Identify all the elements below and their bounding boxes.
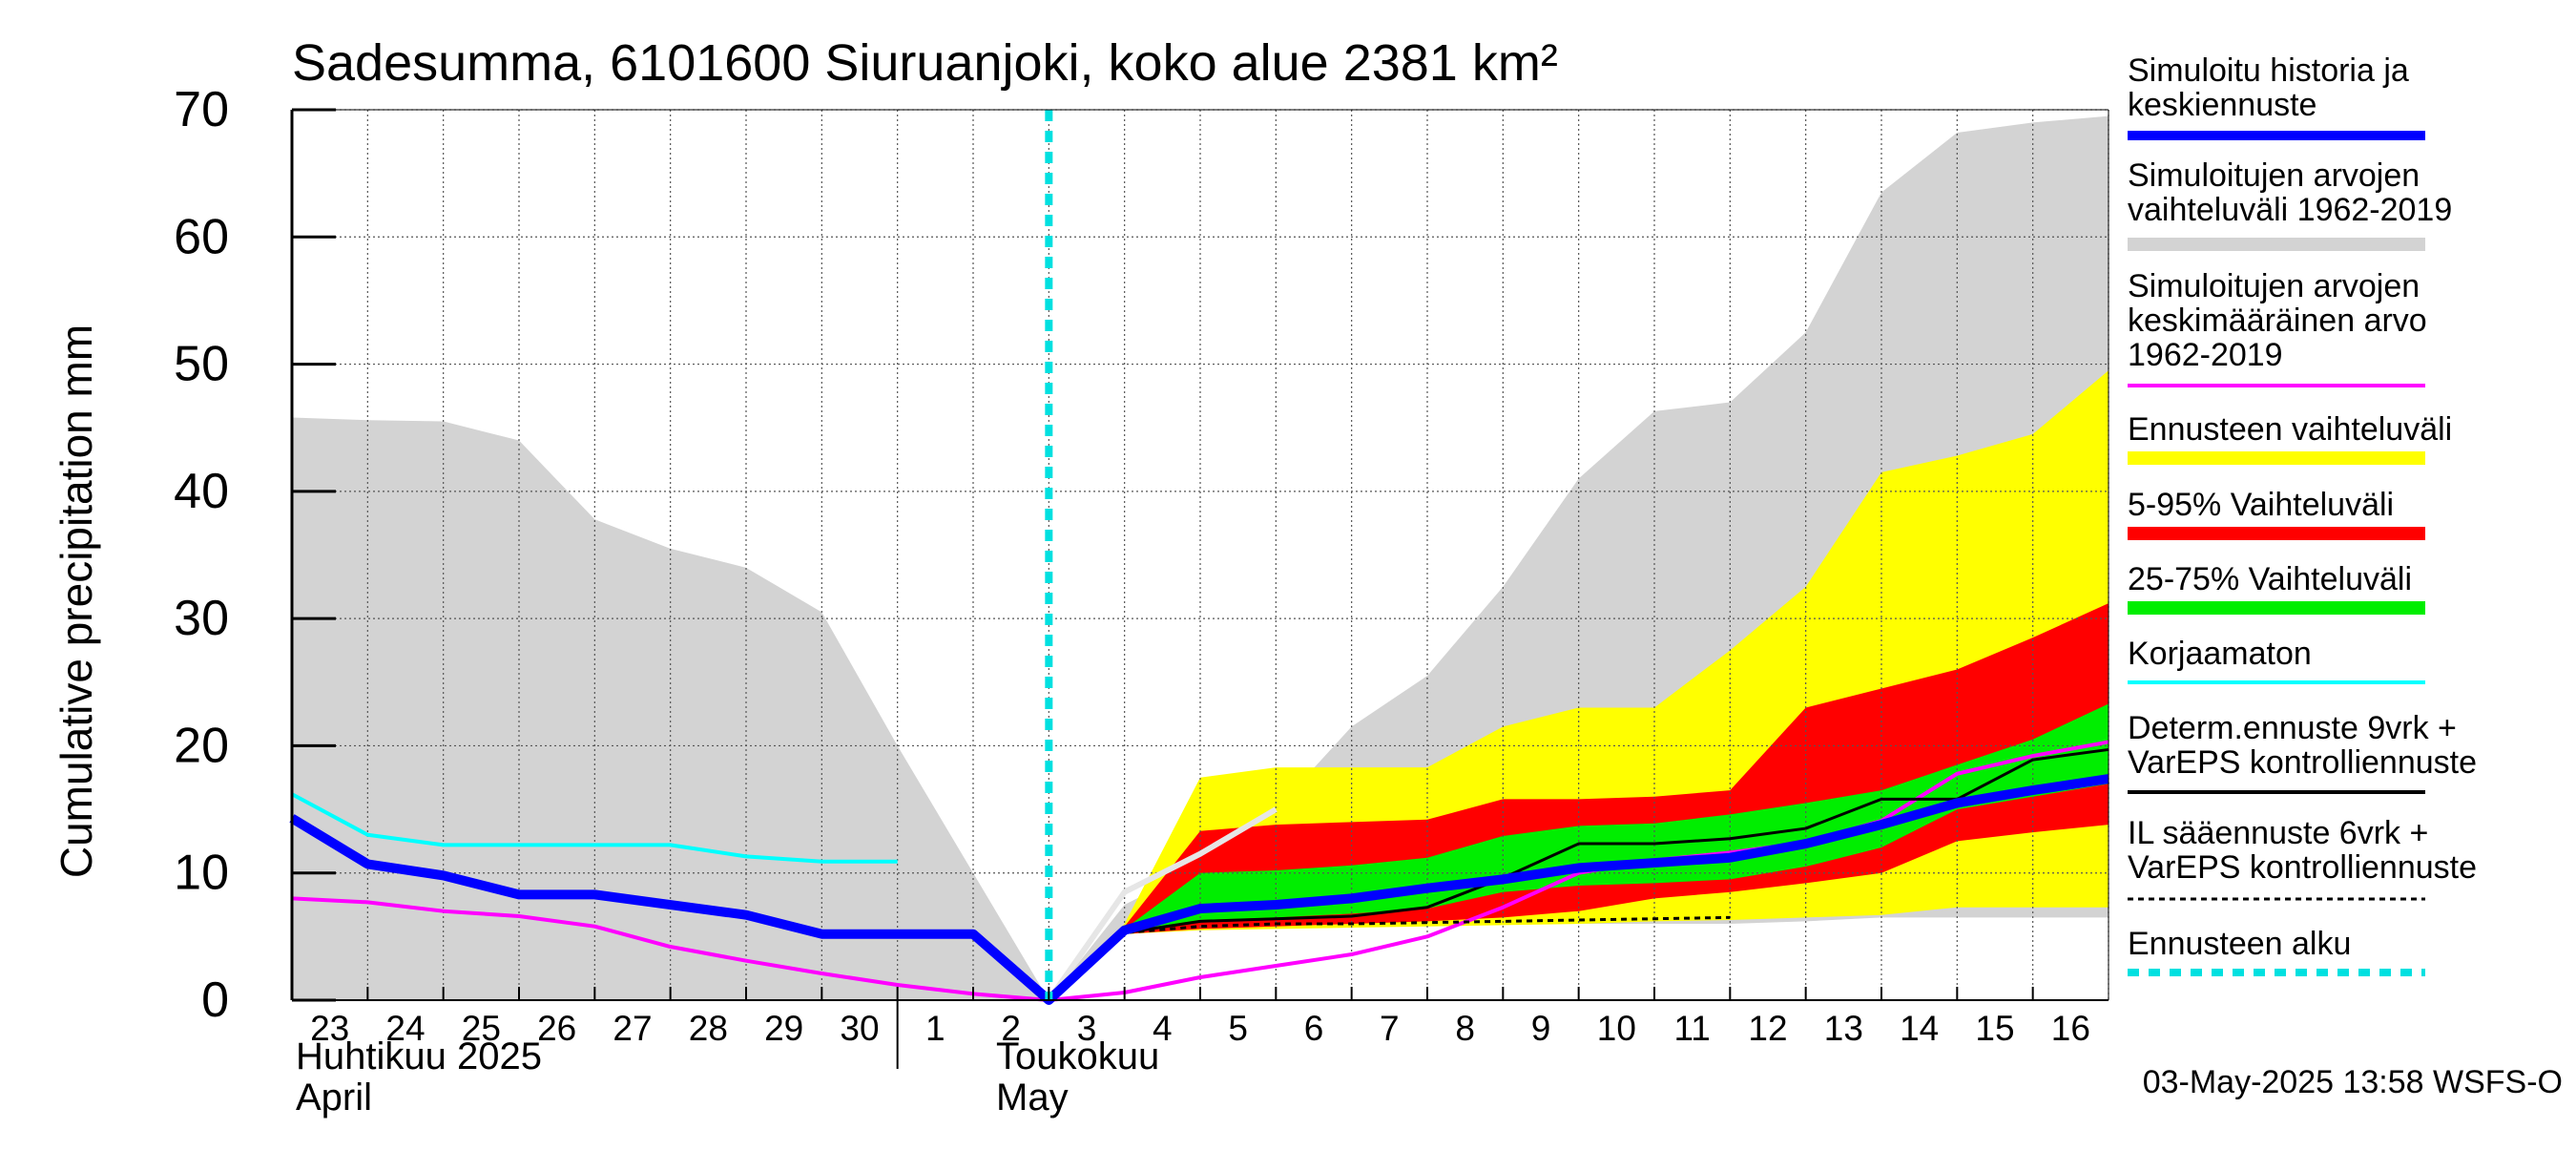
line-il-forecast — [1048, 915, 1731, 1002]
x-tick-label: 11 — [1673, 1009, 1710, 1048]
band-25-75-vaihteluv-li — [1049, 703, 2109, 1000]
legend-label-1: keskiennuste — [2128, 87, 2316, 123]
line-determ-forecast — [1048, 747, 2109, 1002]
x-tick-label: 26 — [537, 1009, 576, 1048]
legend-label-3: Simuloitujen arvojen — [2128, 268, 2420, 304]
y-tick-label: 10 — [174, 846, 229, 901]
x-tick-label: 7 — [1380, 1009, 1400, 1048]
x-tick-label: 15 — [1975, 1009, 2014, 1048]
y-tick-label: 20 — [174, 718, 229, 773]
x-tick-label: 24 — [385, 1009, 425, 1048]
y-tick-label: 30 — [174, 591, 229, 646]
x-tick-label: 1 — [925, 1009, 945, 1048]
month-label-1-line2: April — [296, 1077, 372, 1119]
x-tick-label: 10 — [1597, 1009, 1636, 1048]
legend-label-1: Simuloitu historia ja — [2128, 52, 2409, 89]
x-tick-label: 25 — [462, 1009, 501, 1048]
legend-label-2: Simuloitujen arvojen — [2128, 157, 2420, 194]
x-tick-label: 6 — [1304, 1009, 1324, 1048]
x-tick-label: 28 — [689, 1009, 728, 1048]
legend-label-5: 5-95% Vaihteluväli — [2128, 487, 2394, 523]
x-tick-label: 30 — [840, 1009, 879, 1048]
legend-label-9: VarEPS kontrolliennuste — [2128, 849, 2477, 886]
x-tick-label: 8 — [1455, 1009, 1475, 1048]
x-tick-label: 9 — [1531, 1009, 1551, 1048]
y-tick-label: 60 — [174, 209, 229, 264]
month-label-1-line1: Huhtikuu 2025 — [296, 1035, 542, 1077]
x-tick-label: 3 — [1077, 1009, 1097, 1048]
line-uncorrected — [291, 792, 898, 864]
legend-label-9: IL sääennuste 6vrk + — [2128, 815, 2428, 851]
line-simulated-mean — [289, 774, 2109, 1005]
plot-area — [289, 109, 2109, 1005]
line-uncorrected-forecast — [1046, 806, 1278, 1002]
y-axis-label: Cumulative precipitation mm — [52, 324, 101, 878]
legend-label-3: keskimääräinen arvo — [2128, 303, 2427, 339]
legend-label-8: Determ.ennuste 9vrk + — [2128, 710, 2457, 746]
x-tick-label: 12 — [1748, 1009, 1787, 1048]
x-tick-label: 14 — [1900, 1009, 1939, 1048]
legend-label-6: 25-75% Vaihteluväli — [2128, 561, 2412, 597]
x-tick-label: 13 — [1824, 1009, 1863, 1048]
legend-label-8: VarEPS kontrolliennuste — [2128, 744, 2477, 781]
x-tick-label: 27 — [613, 1009, 652, 1048]
month-label-2-line1: Toukokuu — [996, 1035, 1159, 1077]
x-tick-label: 2 — [1001, 1009, 1021, 1048]
x-tick-label: 5 — [1228, 1009, 1248, 1048]
y-tick-label: 70 — [174, 82, 229, 137]
y-tick-label: 40 — [174, 464, 229, 519]
x-tick-label: 29 — [764, 1009, 803, 1048]
legend-label-3: 1962-2019 — [2128, 337, 2283, 373]
x-tick-label: 23 — [310, 1009, 349, 1048]
legend-label-7: Korjaamaton — [2128, 636, 2312, 672]
legend-label-4: Ennusteen vaihteluväli — [2128, 411, 2452, 448]
legend-label-2: vaihteluväli 1962-2019 — [2128, 192, 2452, 228]
timestamp-label: 03-May-2025 13:58 WSFS-O — [2143, 1064, 2563, 1100]
legend-label-10: Ennusteen alku — [2128, 926, 2351, 962]
y-tick-label: 0 — [201, 972, 229, 1028]
y-tick-label: 50 — [174, 337, 229, 392]
chart-title: Sadesumma, 6101600 Siuruanjoki, koko alu… — [292, 34, 1558, 92]
month-label-2-line2: May — [996, 1077, 1069, 1119]
x-tick-label: 16 — [2051, 1009, 2090, 1048]
x-tick-label: 4 — [1153, 1009, 1173, 1048]
